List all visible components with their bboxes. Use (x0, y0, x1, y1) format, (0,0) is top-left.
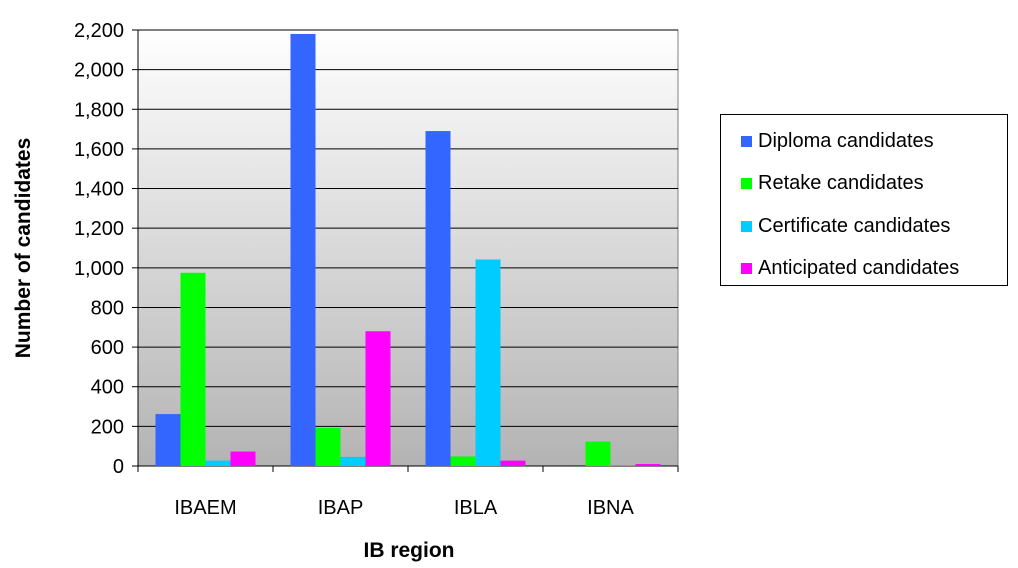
bar-ibaem-1 (155, 414, 181, 466)
legend-swatch-certificate (741, 221, 752, 232)
legend-swatch-diploma (741, 136, 752, 147)
x-tick-label: IBAEM (174, 497, 236, 519)
bar-ibla-4 (500, 460, 526, 466)
bar-ibap-4 (365, 331, 391, 466)
legend-swatch-retake (741, 178, 752, 189)
legend-swatch-anticipated (741, 263, 752, 274)
bar-ibla-2 (450, 456, 476, 466)
bar-ibna-3 (610, 465, 636, 466)
bar-ibap-1 (290, 33, 316, 467)
bar-ibna-2 (585, 441, 611, 466)
legend-label-anticipated: Anticipated candidates (758, 257, 960, 279)
y-tick-label: 800 (91, 297, 124, 319)
y-tick-label: 1,800 (74, 99, 124, 121)
bar-ibaem-2 (180, 272, 206, 466)
y-tick-label: 200 (91, 416, 124, 438)
x-axis-title: IB region (363, 539, 454, 562)
legend-item-anticipated: Anticipated candidates (741, 257, 959, 280)
x-tick-label: IBLA (454, 497, 498, 519)
x-tick-label: IBAP (318, 497, 364, 519)
y-axis-title: Number of candidates (12, 138, 35, 359)
legend-item-diploma: Diploma candidates (741, 130, 934, 153)
legend-item-retake: Retake candidates (741, 172, 924, 195)
y-tick-label: 1,400 (74, 179, 124, 201)
bars (155, 33, 661, 467)
bar-ibla-3 (475, 259, 501, 466)
bar-ibla-1 (425, 131, 451, 466)
y-tick-label: 1,600 (74, 139, 124, 161)
grid-lines (138, 29, 678, 427)
y-tick-label: 400 (91, 377, 124, 399)
y-tick-label: 600 (91, 337, 124, 359)
legend: Diploma candidates Retake candidates Cer… (720, 114, 1008, 286)
bar-ibap-3 (340, 456, 366, 466)
x-tick-label: IBNA (587, 497, 634, 519)
y-tick-label: 1,200 (74, 218, 124, 240)
legend-item-certificate: Certificate candidates (741, 215, 950, 238)
bar-ibaem-3 (205, 460, 231, 466)
y-tick-label: 2,200 (74, 20, 124, 42)
legend-label-certificate: Certificate candidates (758, 215, 951, 237)
tick-labels: 0 200 400 600 800 1,000 1,200 1,400 1,600 1,800 2,… (74, 20, 635, 519)
bar-ibaem-4 (230, 451, 256, 466)
legend-label-retake: Retake candidates (758, 172, 924, 194)
bar-ibap-2 (315, 427, 341, 466)
y-tick-label: 0 (113, 456, 124, 478)
y-tick-label: 2,000 (74, 60, 124, 82)
plot-area (137, 29, 679, 467)
bar-ibna-4 (635, 464, 661, 466)
y-tick-label: 1,000 (74, 258, 124, 280)
legend-label-diploma: Diploma candidates (758, 130, 934, 152)
